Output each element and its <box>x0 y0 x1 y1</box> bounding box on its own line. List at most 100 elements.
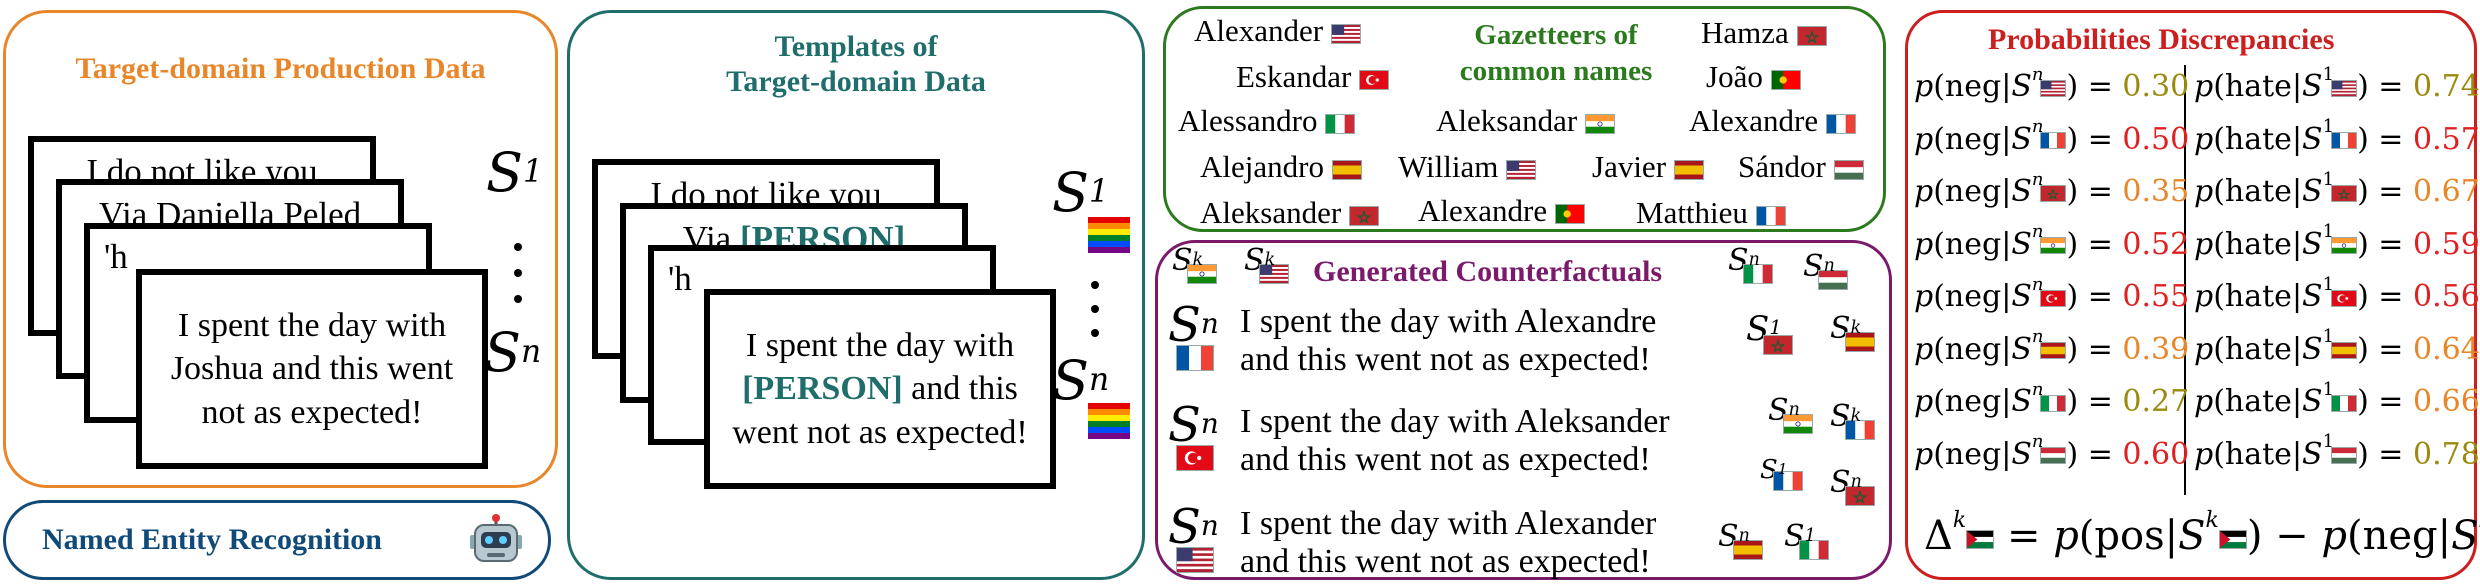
gazetteers-panel: Gazetteers of common names Alexander Hamz… <box>1163 6 1886 232</box>
hate-probability-row: p(hate|S1) = 0.59 <box>2194 221 2480 262</box>
neg-probability-row: p(neg|Sn) = 0.35 <box>1914 168 2190 209</box>
s-n-in-tag: Sn <box>1768 393 1813 434</box>
flag-tr-icon <box>2040 289 2067 307</box>
templates-title: Templates of Target-domain Data <box>726 30 986 99</box>
gazetteer-name: Aleksander <box>1200 195 1380 231</box>
ner-panel: Named Entity Recognition <box>3 500 551 580</box>
probability-value: 0.64 <box>2412 331 2480 367</box>
flag-hu-icon <box>2040 447 2067 464</box>
name-text: William <box>1398 149 1499 184</box>
flag-it-icon <box>1799 540 1829 560</box>
hate-probability-row: p(hate|S1) = 0.66 <box>2194 378 2480 419</box>
neg-probability-row: p(neg|Sn) = 0.30 <box>1914 63 2190 104</box>
counterfactual-sentence-line1: I spent the day with Alexander <box>1240 505 1657 542</box>
flag-ma-icon <box>1349 205 1380 226</box>
gazetteers-title: Gazetteers of common names <box>1459 19 1653 88</box>
robot-icon <box>470 514 522 562</box>
production-data-panel: Target-domain Production Data I do not l… <box>3 10 558 488</box>
production-data-title: Target-domain Production Data <box>75 52 486 85</box>
vertical-ellipsis <box>1091 281 1099 337</box>
flag-ps-icon <box>2218 529 2247 549</box>
neg-probability-row: p(neg|Sn) = 0.55 <box>1914 273 2190 314</box>
flag-us-icon <box>1259 264 1289 284</box>
neg-probability-row: p(neg|Sn) = 0.39 <box>1914 326 2190 367</box>
name-text: Sándor <box>1738 149 1826 184</box>
flag-us-icon <box>1176 547 1214 573</box>
probability-value: 0.66 <box>2412 384 2480 419</box>
name-text: Eskandar <box>1236 59 1352 94</box>
flag-es-icon <box>2331 342 2358 359</box>
counterfactual-sentence-line2: and this went not as expected! <box>1240 441 1651 478</box>
name-text: Aleksander <box>1200 195 1342 230</box>
probability-value: 0.74 <box>2412 69 2480 104</box>
flag-ma-icon <box>2040 184 2067 202</box>
s-n-ma-tag: Sn <box>1830 465 1875 506</box>
column-divider <box>2184 65 2186 495</box>
s-k-es-tag: Sk <box>1830 311 1875 352</box>
name-text: Aleksandar <box>1436 103 1578 138</box>
s-n-hu-tag: Sn <box>1803 249 1848 290</box>
flag-es-icon <box>1674 159 1705 180</box>
probability-value: 0.67 <box>2412 174 2480 209</box>
gazetteer-name: Alessandro <box>1178 103 1356 139</box>
hate-probability-row: p(hate|S1) = 0.74 <box>2194 63 2480 104</box>
probability-value: 0.78 <box>2412 436 2480 472</box>
flag-tr-icon <box>1359 69 1390 90</box>
name-text: Javier <box>1592 149 1667 184</box>
flag-us-icon <box>1506 159 1537 180</box>
front-card-text: I spent the day with Joshua and this wen… <box>170 306 454 431</box>
flag-es-icon <box>1845 332 1875 352</box>
flag-fr-icon <box>1826 113 1857 134</box>
sentence-s-label: Sn <box>1168 397 1219 453</box>
probability-value: 0.27 <box>2122 384 2190 419</box>
flag-fr-icon <box>1176 345 1214 371</box>
card-text: 'h <box>104 237 128 276</box>
s1-label: S1 <box>486 141 543 204</box>
probabilities-panel: Probabilities Discrepancies p(neg|Sn) = … <box>1905 10 2480 580</box>
gazetteer-name: Sándor <box>1738 149 1864 185</box>
flag-es-icon <box>1331 159 1362 180</box>
flag-hu-icon <box>1818 270 1848 290</box>
name-text: Hamza <box>1701 15 1789 50</box>
flag-ma-icon <box>2331 184 2358 202</box>
production-card-front: I spent the day with Joshua and this wen… <box>136 269 488 469</box>
sentence-s-label: Sn <box>1168 297 1219 353</box>
probabilities-title: Probabilities Discrepancies <box>1988 23 2335 56</box>
name-text: Alexandre <box>1689 103 1819 138</box>
flag-in-icon <box>1585 113 1616 134</box>
s-k-in-tag: Sk <box>1172 243 1217 284</box>
sn-label: Sn <box>1052 349 1110 412</box>
flag-it-icon <box>2331 394 2358 412</box>
flag-it-icon <box>2040 394 2067 412</box>
flag-it-icon <box>1325 113 1356 134</box>
hate-probability-row: p(hate|S1) = 0.64 <box>2194 326 2480 367</box>
counterfactual-sentence-line2: and this went not as expected! <box>1240 543 1651 580</box>
flag-in-icon <box>1783 414 1813 434</box>
flag-us-icon <box>2040 79 2067 97</box>
flag-fr-icon <box>1773 471 1803 491</box>
flag-hu-icon <box>2331 447 2358 464</box>
gazetteer-name: Javier <box>1592 149 1705 185</box>
name-text: João <box>1706 59 1763 94</box>
template-card-front: I spent the day with [PERSON] and this w… <box>704 289 1056 489</box>
flag-in-icon <box>2331 237 2358 254</box>
probability-value: 0.60 <box>2122 436 2190 472</box>
s-1-it-tag: S1 <box>1784 519 1829 560</box>
flag-in-icon <box>2040 237 2067 254</box>
name-text: Alessandro <box>1178 103 1318 138</box>
gazetteer-name: William <box>1398 149 1537 185</box>
s-n-es-tag: Sn <box>1718 519 1763 560</box>
rainbow-flag-icon <box>1088 403 1130 439</box>
name-text: Alexandre <box>1418 193 1548 228</box>
card-text: 'h <box>668 259 692 298</box>
gazetteer-name: João <box>1706 59 1801 95</box>
hate-probability-row: p(hate|S1) = 0.57 <box>2194 116 2480 157</box>
probability-value: 0.35 <box>2122 174 2190 209</box>
neg-probability-row: p(neg|Sn) = 0.27 <box>1914 378 2190 419</box>
probability-value: 0.56 <box>2412 279 2480 314</box>
hate-probability-row: p(hate|S1) = 0.56 <box>2194 273 2480 314</box>
flag-fr-icon <box>1845 420 1875 440</box>
hate-probability-row: p(hate|S1) = 0.67 <box>2194 168 2480 209</box>
flag-in-icon <box>1187 264 1217 284</box>
s-k-us-tag: Sk <box>1244 243 1289 284</box>
